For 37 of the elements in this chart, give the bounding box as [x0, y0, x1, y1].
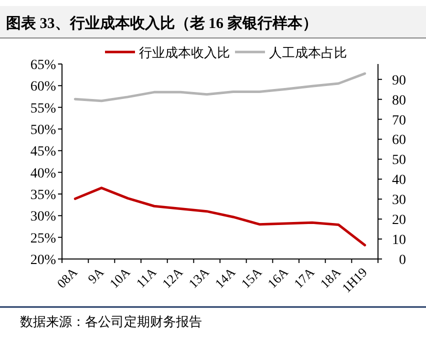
- x-tick-label: 16A: [264, 264, 292, 291]
- y2-tick-label: 60: [392, 133, 406, 148]
- y-tick-label: 60%: [30, 80, 56, 95]
- x-tick-label: 9A: [84, 264, 108, 286]
- y2-tick-label: 0: [399, 253, 406, 268]
- y2-tick-label: 70: [392, 113, 406, 128]
- x-tick-label: 11A: [133, 264, 160, 291]
- x-tick-label: 18A: [317, 264, 344, 291]
- y2-tick-label: 50: [392, 153, 406, 168]
- y-tick-label: 35%: [30, 188, 56, 203]
- x-tick-label: 10A: [106, 264, 134, 291]
- x-tick-label: 15A: [238, 264, 266, 291]
- x-tick-label: 13A: [186, 264, 212, 291]
- y-tick-label: 55%: [30, 101, 56, 116]
- y-tick-label: 30%: [30, 210, 56, 225]
- y-tick-label: 20%: [30, 253, 56, 268]
- y2-tick-label: 80: [392, 93, 406, 108]
- y2-tick-label: 20: [392, 213, 406, 228]
- legend-label: 人工成本占比: [269, 45, 347, 60]
- y2-tick-label: 10: [392, 233, 406, 248]
- source-note: 数据来源：各公司定期财务报告: [20, 314, 202, 329]
- legend-label: 行业成本收入比: [139, 45, 230, 60]
- y2-tick-label: 30: [392, 193, 406, 208]
- y-tick-label: 45%: [30, 144, 56, 160]
- y2-tick-label: 40: [392, 173, 406, 188]
- x-tick-label: 14A: [212, 264, 239, 291]
- line-series: [74, 72, 366, 102]
- y-tick-label: 40%: [30, 166, 56, 182]
- chart-title: 图表 33、行业成本收入比（老 16 家银行样本）: [6, 14, 318, 32]
- x-tick-label: 12A: [159, 264, 186, 291]
- y-tick-label: 25%: [30, 231, 56, 246]
- x-tick-label: 17A: [290, 264, 318, 291]
- y-tick-label: 50%: [30, 123, 56, 138]
- y2-tick-label: 90: [392, 73, 406, 88]
- line-series: [74, 186, 366, 246]
- y-tick-label: 65%: [30, 58, 56, 73]
- x-tick-label: 08A: [54, 264, 81, 291]
